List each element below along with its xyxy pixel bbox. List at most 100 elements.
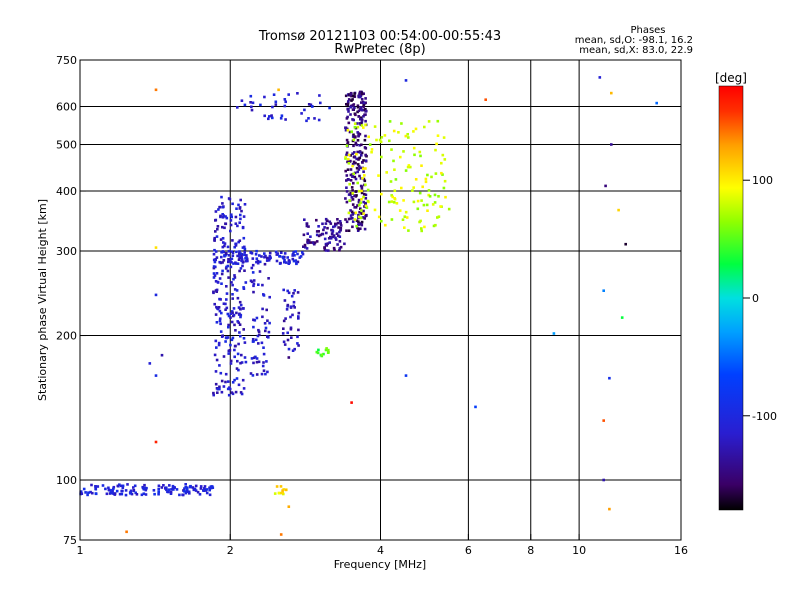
data-point [243,203,247,206]
data-point [255,373,259,376]
data-point [251,374,255,377]
data-point [388,139,391,143]
data-point [218,205,221,209]
data-point [218,317,222,320]
y-tick-label: 300 [56,245,77,258]
data-point [216,225,220,228]
data-point [257,328,260,332]
data-point [224,302,227,306]
data-point [289,315,292,319]
data-point [391,195,394,199]
data-point [324,348,328,352]
data-point [363,227,367,231]
data-point [257,283,260,286]
data-point [360,198,363,201]
data-point [94,492,98,495]
data-point [387,200,391,204]
data-point [362,212,365,215]
data-point [227,249,231,253]
data-point [292,259,296,263]
data-point [227,276,230,279]
data-point [234,261,237,264]
data-point [313,117,316,120]
data-point [260,341,264,345]
data-point [349,214,353,217]
data-point [404,79,408,82]
data-point [212,391,215,395]
data-point [403,226,406,229]
data-point [362,105,365,108]
data-point [212,258,216,262]
data-point [233,348,236,352]
data-point [349,193,352,197]
data-point [348,130,352,134]
data-point [299,255,303,258]
data-point [360,220,364,224]
data-point [234,242,238,246]
data-point [325,347,328,350]
data-point [262,361,265,364]
data-point [238,239,242,242]
data-point [263,262,267,266]
data-point [244,259,248,263]
data-point [296,260,300,264]
data-point [359,177,363,180]
data-point [132,489,136,492]
data-point [240,361,244,364]
data-point [339,224,343,227]
data-point [359,117,362,121]
data-point [363,138,367,142]
data-point [352,181,355,185]
data-point [407,136,410,139]
data-point [389,180,393,183]
data-point [82,487,86,491]
data-point [87,491,90,494]
data-point [226,312,230,316]
data-point [263,95,266,99]
data-point [287,505,291,508]
data-point [236,262,240,265]
data-point [354,206,358,209]
data-point [370,148,374,151]
data-point [293,347,296,351]
data-point [432,224,436,228]
data-point [329,222,333,225]
data-point [237,342,240,346]
data-point [434,172,438,175]
data-point [293,289,296,292]
data-point [300,112,303,115]
data-point [280,251,283,254]
data-point [602,478,605,482]
data-point [412,186,415,189]
data-point [349,192,352,195]
data-point [145,486,148,490]
data-point [215,305,218,309]
data-point [348,93,351,96]
data-point [284,100,287,104]
data-point [244,360,248,364]
data-point [419,219,422,223]
phase-stats-o: mean, sd,O: -98.1, 16.2 [575,35,693,46]
data-point [242,387,246,390]
data-point [222,302,226,305]
data-point [351,203,355,206]
data-point [265,308,268,312]
data-point [215,256,219,259]
data-point [617,208,620,212]
data-point [414,127,418,131]
data-point [447,207,451,211]
data-point [224,380,227,384]
data-point [221,205,225,209]
data-point [354,113,357,117]
data-point [349,173,353,177]
data-point [199,485,203,488]
x-tick-label: 10 [572,544,586,557]
data-point [223,242,227,245]
data-point [351,225,354,229]
data-point [129,491,132,495]
data-point [238,250,241,253]
data-point [208,493,212,497]
data-point [291,257,295,261]
data-point [224,372,228,376]
data-point [377,174,380,177]
